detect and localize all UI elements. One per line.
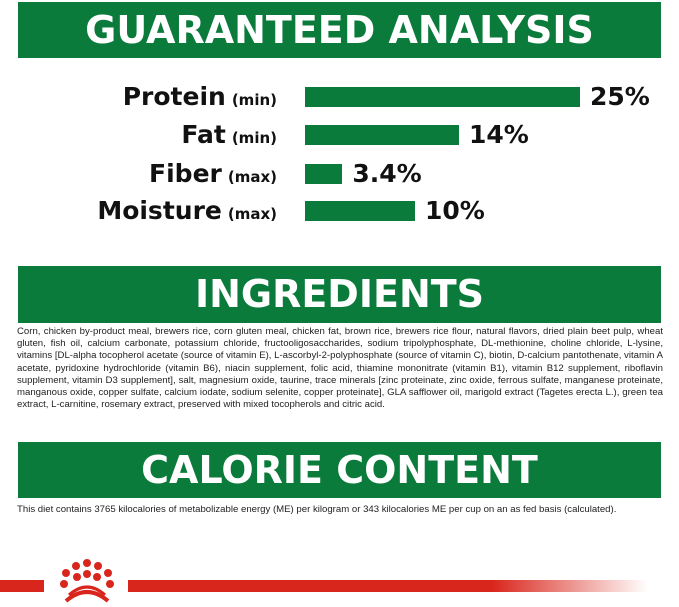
nutrient-qualifier: (min) [231, 91, 277, 109]
ingredients-heading: INGREDIENTS [18, 266, 661, 323]
nutrient-name: Moisture [97, 196, 222, 225]
nutrient-label: Fat (min) [181, 120, 277, 153]
nutrient-name: Fat [181, 120, 226, 149]
nutrient-name: Fiber [149, 159, 222, 188]
calorie-content-heading: CALORIE CONTENT [18, 442, 661, 498]
analysis-row-fiber: Fiber (max) 3.4% [0, 159, 679, 189]
analysis-row-protein: Protein (min) 25% [0, 82, 679, 112]
nutrient-qualifier: (min) [231, 129, 277, 147]
nutrient-value: 10% [425, 196, 485, 225]
calorie-text: This diet contains 3765 kilocalories of … [17, 504, 617, 515]
red-divider-left [0, 580, 44, 592]
nutrient-bar [305, 201, 415, 221]
nutrient-label: Protein (min) [123, 82, 277, 115]
analysis-row-moisture: Moisture (max) 10% [0, 196, 679, 226]
nutrient-value: 3.4% [352, 159, 422, 188]
crown-icon [60, 559, 114, 603]
red-divider-right [128, 580, 648, 592]
nutrient-name: Protein [122, 82, 226, 111]
guaranteed-analysis-heading: GUARANTEED ANALYSIS [18, 2, 661, 58]
nutrient-qualifier: (max) [227, 205, 277, 223]
nutrient-label: Moisture (max) [97, 196, 277, 229]
ingredients-text: Corn, chicken by-product meal, brewers r… [17, 326, 663, 411]
nutrient-bar [305, 87, 580, 107]
nutrient-value: 14% [469, 120, 529, 149]
nutrient-value: 25% [590, 82, 650, 111]
nutrient-bar [305, 125, 459, 145]
nutrient-qualifier: (max) [227, 168, 277, 186]
nutrient-label: Fiber (max) [149, 159, 277, 192]
analysis-row-fat: Fat (min) 14% [0, 120, 679, 150]
nutrient-bar [305, 164, 343, 184]
